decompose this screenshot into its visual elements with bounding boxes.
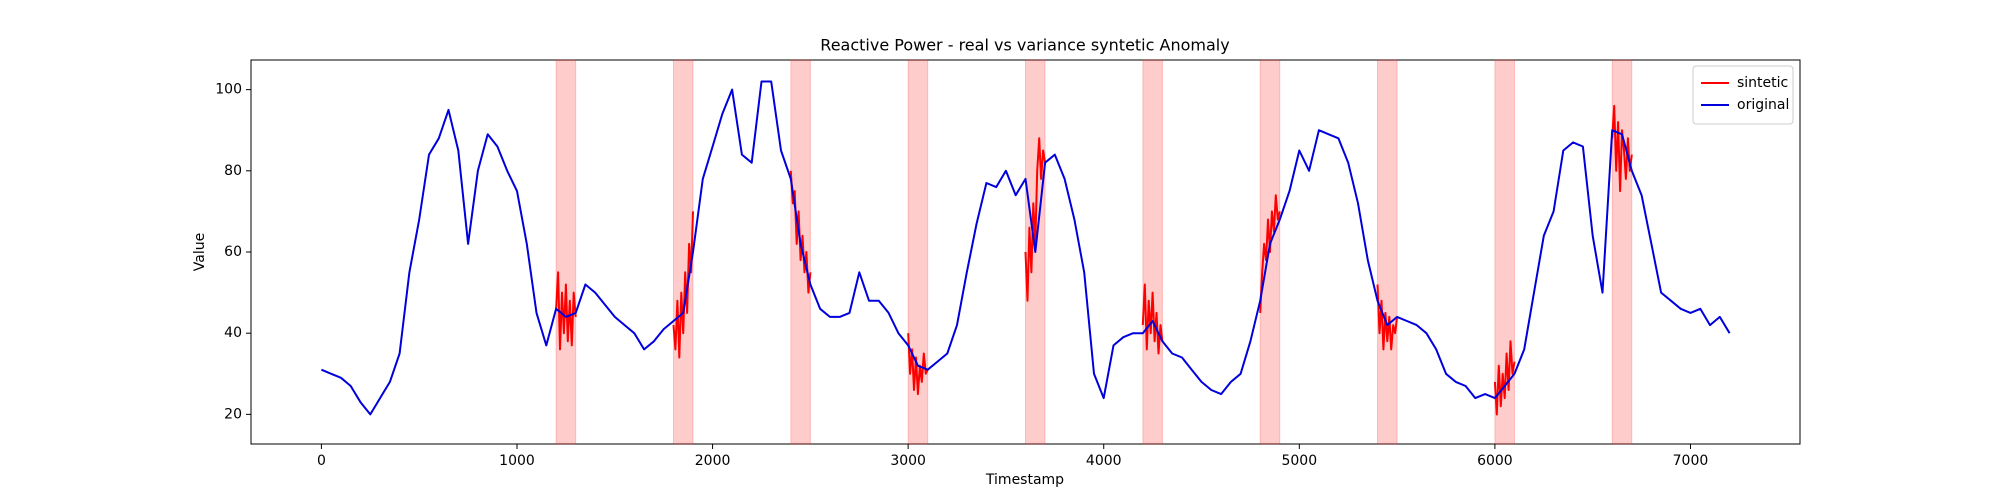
- x-tick-label: 3000: [890, 453, 926, 469]
- x-tick-label: 1000: [499, 453, 535, 469]
- series-line: [321, 80, 1731, 416]
- y-tick-label: 60: [224, 244, 242, 260]
- x-tick-label: 2000: [695, 453, 731, 469]
- anomaly-span: [907, 59, 929, 445]
- anomaly-span: [1142, 59, 1163, 445]
- y-tick-label: 40: [224, 325, 242, 341]
- anomaly-span: [1377, 59, 1398, 445]
- chart-title: Reactive Power - real vs variance syntet…: [820, 36, 1229, 55]
- x-tick-label: 7000: [1673, 453, 1709, 469]
- x-tick-label: 5000: [1281, 453, 1317, 469]
- x-tick-label: 6000: [1477, 453, 1513, 469]
- anomaly-span: [555, 59, 577, 445]
- y-axis-label: Value: [192, 233, 208, 271]
- legend-label: original: [1737, 97, 1789, 113]
- y-tick-label: 20: [224, 406, 242, 422]
- y-tick-label: 100: [215, 82, 242, 98]
- x-tick-label: 4000: [1086, 453, 1122, 469]
- y-tick-label: 80: [224, 163, 242, 179]
- x-axis-label: Timestamp: [985, 472, 1064, 488]
- legend-label: sintetic: [1737, 75, 1788, 91]
- legend-box: [1692, 65, 1794, 125]
- x-tick-label: 0: [317, 453, 326, 469]
